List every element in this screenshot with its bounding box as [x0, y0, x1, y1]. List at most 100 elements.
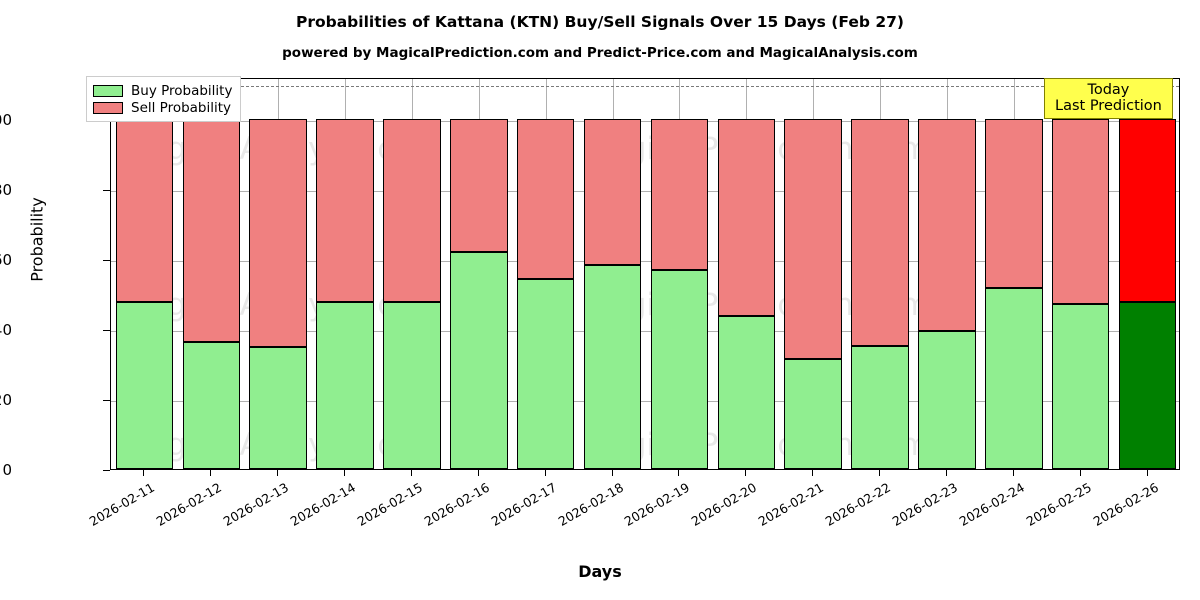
bar-segment-buy-today[interactable] [1118, 302, 1177, 469]
x-axis-tick-label: 2026-02-20 [688, 479, 760, 529]
bar-group[interactable] [516, 79, 575, 469]
bar-segment-buy[interactable] [450, 252, 508, 469]
plot-inner: MagicalAnalysis.comMagicalPrediction.com… [111, 79, 1179, 469]
y-axis-tick-mark [103, 400, 110, 401]
bar-segment-sell[interactable] [784, 119, 842, 360]
gridline-horizontal [111, 261, 1179, 262]
bar-segment-buy[interactable] [316, 302, 374, 469]
bar-segment-buy[interactable] [182, 342, 241, 469]
bar-segment-buy[interactable] [383, 302, 441, 469]
x-axis-tick-mark [745, 470, 747, 476]
x-axis-tick-label: 2026-02-17 [488, 479, 559, 529]
x-axis-tick-mark [1079, 470, 1081, 476]
bar-segment-sell[interactable] [985, 119, 1043, 289]
bar-segment-sell[interactable] [583, 119, 642, 265]
x-axis-tick-mark [879, 470, 881, 476]
legend-label-buy: Buy Probability [131, 82, 233, 99]
bar-segment-sell[interactable] [1051, 119, 1110, 304]
bar-segment-sell[interactable] [918, 119, 976, 332]
bar-segment-sell[interactable] [650, 119, 709, 270]
x-axis-tick-mark [678, 470, 680, 476]
x-axis-tick-label: 2026-02-16 [421, 479, 492, 529]
bar-segment-buy[interactable] [851, 345, 909, 469]
today-annotation-line1: Today [1087, 82, 1130, 98]
bar-segment-sell[interactable] [516, 119, 575, 279]
x-axis-tick-label: 2026-02-19 [622, 479, 693, 529]
y-axis-tick-label: 20 [0, 391, 12, 409]
bar-group[interactable] [650, 79, 709, 469]
chart-subtitle: powered by MagicalPrediction.com and Pre… [282, 45, 918, 61]
bar-group[interactable] [249, 79, 307, 469]
gridline-horizontal [111, 121, 1179, 122]
x-axis-tick-mark [544, 470, 546, 476]
bar-segment-sell[interactable] [383, 119, 441, 303]
x-axis-tick-mark [611, 470, 613, 476]
x-axis-tick-mark [812, 470, 814, 476]
chart-title: Probabilities of Kattana (KTN) Buy/Sell … [295, 13, 905, 31]
bar-group[interactable] [115, 79, 174, 469]
bar-group[interactable] [583, 79, 642, 469]
legend-swatch-buy [93, 84, 123, 97]
bar-segment-buy[interactable] [1051, 303, 1110, 469]
gridline-horizontal [111, 331, 1179, 332]
bar-segment-sell[interactable] [450, 119, 508, 253]
x-axis-tick-label: 2026-02-15 [354, 479, 426, 529]
gridline-horizontal [111, 191, 1179, 192]
bar-group[interactable] [717, 79, 776, 469]
bar-segment-sell[interactable] [182, 119, 241, 343]
y-axis-label: Probability [27, 197, 47, 282]
bar-group[interactable] [316, 79, 374, 469]
bar-segment-buy[interactable] [985, 288, 1043, 469]
bar-group[interactable] [383, 79, 441, 469]
bar-segment-buy[interactable] [115, 302, 174, 469]
y-axis-tick-label: 100 [0, 111, 12, 129]
x-axis-tick-label: 2026-02-22 [822, 479, 894, 529]
x-axis-label: Days [578, 562, 622, 581]
bar-segment-buy[interactable] [717, 316, 776, 469]
y-axis-tick-mark [103, 190, 110, 191]
y-axis-tick-mark [103, 260, 110, 261]
x-axis-tick-mark [477, 470, 479, 476]
bar-segment-sell-today[interactable] [1118, 119, 1177, 303]
bar-group[interactable] [918, 79, 976, 469]
bar-segment-sell[interactable] [316, 119, 374, 303]
bar-segment-buy[interactable] [249, 346, 307, 469]
legend-swatch-sell [93, 101, 123, 114]
x-axis-tick-label: 2026-02-23 [889, 479, 961, 529]
bar-segment-sell[interactable] [249, 119, 307, 347]
bar-group[interactable] [851, 79, 909, 469]
bar-segment-buy[interactable] [918, 331, 976, 469]
bar-group[interactable] [985, 79, 1043, 469]
legend-item-sell: Sell Probability [93, 99, 232, 116]
y-axis-tick-mark [103, 330, 110, 331]
x-axis-tick-mark [1012, 470, 1014, 476]
y-axis-tick-mark [103, 470, 110, 471]
bar-segment-buy[interactable] [784, 359, 842, 469]
bar-segment-sell[interactable] [717, 119, 776, 317]
bar-segment-sell[interactable] [851, 119, 909, 346]
bar-segment-buy[interactable] [516, 278, 575, 469]
bar-group[interactable] [182, 79, 241, 469]
x-axis-tick-label: 2026-02-21 [755, 479, 827, 529]
bar-group[interactable] [450, 79, 508, 469]
bar-group-today[interactable] [1118, 79, 1177, 469]
bar-group[interactable] [784, 79, 842, 469]
x-axis-tick-label: 2026-02-24 [956, 479, 1027, 529]
legend-item-buy: Buy Probability [93, 82, 232, 99]
y-axis-tick-label: 40 [0, 321, 12, 339]
y-axis-tick-label: 60 [0, 251, 12, 269]
bar-group[interactable] [1051, 79, 1110, 469]
y-axis-tick-label: 0 [2, 461, 12, 479]
bar-segment-buy[interactable] [650, 269, 709, 469]
x-axis-tick-mark [277, 470, 279, 476]
bar-segment-sell[interactable] [115, 119, 174, 303]
plot-area: MagicalAnalysis.comMagicalPrediction.com… [110, 78, 1180, 470]
y-axis-tick-label: 80 [0, 181, 12, 199]
x-axis-tick-label: 2026-02-13 [220, 479, 292, 529]
bar-segment-buy[interactable] [583, 264, 642, 469]
chart-legend: Buy Probability Sell Probability [86, 76, 242, 122]
x-axis-tick-mark [143, 470, 145, 476]
today-annotation-line2: Last Prediction [1055, 98, 1162, 115]
x-axis-tick-label: 2026-02-26 [1090, 479, 1161, 529]
